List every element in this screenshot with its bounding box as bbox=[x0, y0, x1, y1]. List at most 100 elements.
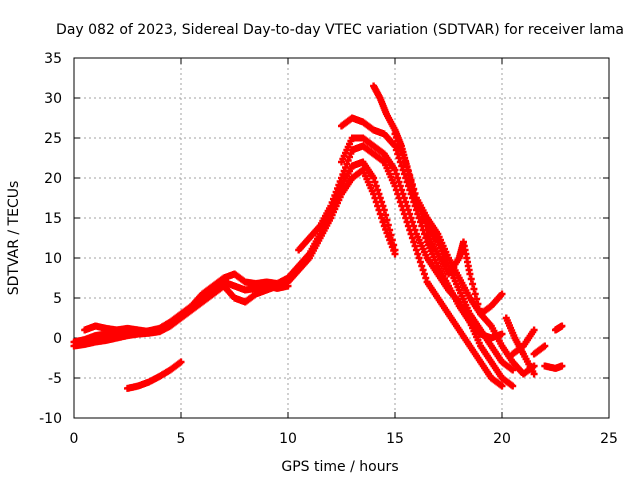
series-track-l bbox=[530, 342, 549, 358]
y-tick-label: 0 bbox=[53, 331, 62, 347]
data-point bbox=[407, 214, 415, 222]
data-point bbox=[406, 210, 414, 218]
data-point bbox=[403, 202, 411, 210]
data-point bbox=[419, 266, 427, 274]
plot-frame bbox=[73, 57, 610, 419]
data-series bbox=[70, 82, 566, 392]
data-point bbox=[284, 282, 292, 290]
data-point bbox=[411, 190, 419, 197]
data-point bbox=[396, 182, 404, 190]
grid-lines bbox=[74, 58, 609, 418]
x-tick-label: 10 bbox=[279, 431, 297, 447]
data-point bbox=[498, 382, 506, 390]
data-point bbox=[419, 226, 427, 234]
y-tick-label: -5 bbox=[48, 371, 62, 387]
data-point bbox=[372, 182, 380, 190]
data-point bbox=[400, 194, 408, 202]
axis-ticks: 0 5 10 15 20 25 -10 -5 0 5 10 15 20 25 30 35 bbox=[39, 51, 618, 447]
data-point bbox=[375, 206, 383, 214]
data-point bbox=[422, 274, 430, 282]
series-track-d bbox=[295, 142, 506, 390]
data-point bbox=[412, 246, 420, 254]
data-point bbox=[558, 322, 566, 330]
y-tick-label: -10 bbox=[39, 411, 62, 427]
data-point bbox=[403, 163, 411, 170]
data-point bbox=[473, 295, 481, 303]
data-point bbox=[530, 326, 538, 334]
y-tick-label: 25 bbox=[44, 131, 62, 147]
chart-title: Day 082 of 2023, Sidereal Day-to-day VTE… bbox=[56, 22, 624, 38]
data-point bbox=[558, 362, 566, 370]
y-tick-label: 30 bbox=[44, 91, 62, 107]
data-point bbox=[410, 185, 418, 193]
data-point bbox=[371, 178, 379, 186]
data-point bbox=[374, 202, 382, 210]
data-point bbox=[541, 342, 549, 350]
series-track-i bbox=[423, 230, 506, 318]
data-point bbox=[414, 250, 422, 258]
data-point bbox=[474, 300, 482, 308]
x-tick-label: 20 bbox=[493, 431, 511, 447]
y-tick-label: 15 bbox=[44, 211, 62, 227]
data-point bbox=[416, 258, 424, 266]
data-point bbox=[466, 270, 474, 278]
data-point bbox=[467, 275, 475, 283]
data-point bbox=[370, 174, 378, 182]
data-point bbox=[402, 158, 410, 166]
data-point bbox=[406, 172, 414, 179]
data-point bbox=[372, 198, 380, 206]
data-point bbox=[391, 250, 399, 258]
data-point bbox=[383, 216, 391, 224]
data-point bbox=[407, 176, 415, 184]
series-track-o bbox=[124, 358, 185, 392]
data-point bbox=[376, 210, 384, 218]
data-point bbox=[408, 218, 416, 226]
series-track-n bbox=[541, 362, 566, 372]
y-axis-title: SDTVAR / TECUs bbox=[6, 181, 22, 296]
data-point bbox=[394, 174, 402, 182]
data-point bbox=[177, 358, 185, 366]
series-track-m bbox=[552, 322, 566, 334]
series-track-k bbox=[509, 326, 538, 358]
data-point bbox=[402, 198, 410, 206]
data-point bbox=[415, 254, 423, 262]
data-point bbox=[411, 226, 419, 234]
data-point bbox=[379, 218, 387, 226]
data-point bbox=[509, 382, 517, 390]
y-tick-label: 20 bbox=[44, 171, 62, 187]
x-axis-title: GPS time / hours bbox=[281, 459, 398, 475]
data-point bbox=[498, 330, 506, 338]
data-point bbox=[410, 238, 418, 246]
data-point bbox=[470, 285, 478, 293]
data-point bbox=[469, 280, 477, 288]
data-point bbox=[398, 186, 406, 194]
data-point bbox=[530, 370, 538, 378]
y-tick-label: 5 bbox=[53, 291, 62, 307]
data-point bbox=[498, 290, 506, 298]
data-point bbox=[392, 146, 400, 154]
data-point bbox=[471, 290, 479, 298]
x-tick-label: 5 bbox=[177, 431, 186, 447]
data-point bbox=[391, 142, 399, 150]
data-point bbox=[378, 214, 386, 222]
data-point bbox=[391, 166, 399, 174]
data-point bbox=[411, 242, 419, 250]
data-point bbox=[404, 206, 412, 214]
x-tick-label: 15 bbox=[386, 431, 404, 447]
y-tick-label: 10 bbox=[44, 251, 62, 267]
data-point bbox=[404, 167, 412, 175]
data-point bbox=[392, 170, 400, 178]
data-point bbox=[371, 194, 379, 202]
data-point bbox=[420, 270, 428, 278]
x-tick-label: 25 bbox=[600, 431, 618, 447]
x-tick-label: 0 bbox=[70, 431, 79, 447]
data-point bbox=[475, 305, 483, 313]
series-track-c bbox=[81, 278, 292, 336]
y-tick-label: 35 bbox=[44, 51, 62, 67]
data-point bbox=[399, 190, 407, 198]
data-point bbox=[408, 181, 416, 188]
data-point bbox=[410, 222, 418, 230]
data-point bbox=[395, 178, 403, 186]
data-point bbox=[509, 366, 517, 374]
